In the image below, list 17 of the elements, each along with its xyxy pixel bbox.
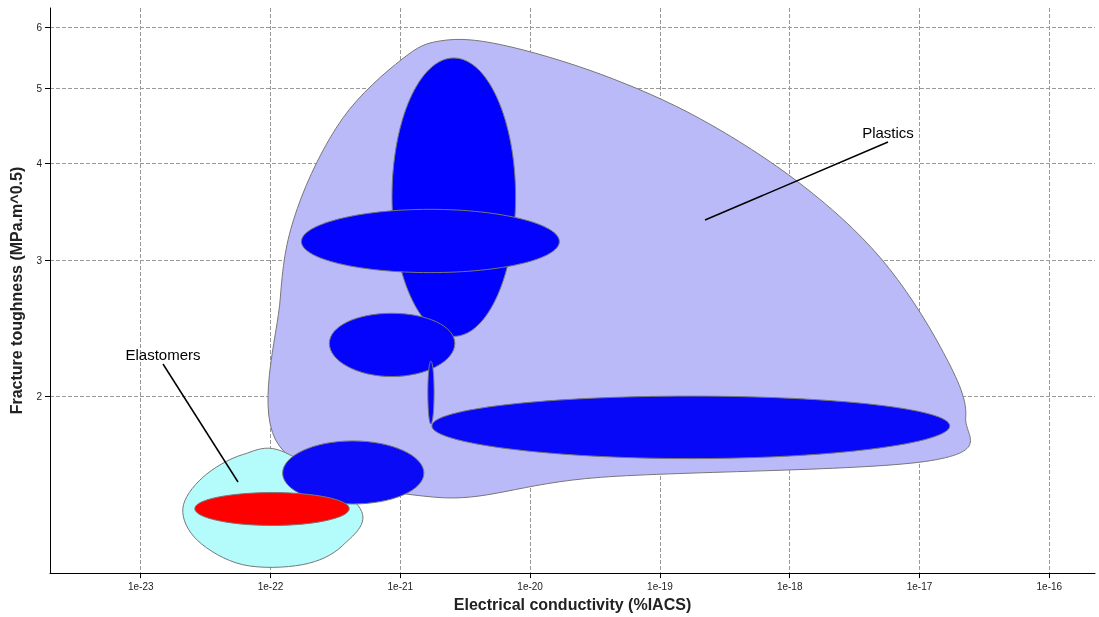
x-tick-label: 1e-17 (906, 580, 933, 592)
annotation: Plastics (862, 124, 914, 141)
x-tick-label: 1e-23 (127, 580, 154, 592)
y-tick-label: 3 (36, 254, 43, 266)
annotation: Elastomers (125, 346, 201, 363)
y-tick-label: 4 (36, 158, 43, 170)
x-tick-label: 1e-19 (647, 580, 674, 592)
x-tick-label: 1e-16 (1036, 580, 1063, 592)
x-tick-label: 1e-18 (776, 580, 803, 592)
x-tick-label: 1e-22 (257, 580, 284, 592)
y-tick-label: 5 (36, 83, 43, 95)
x-tick-label: 1e-20 (517, 580, 544, 592)
y-axis-title: Fracture toughness (MPa.m^0.5) (7, 166, 25, 415)
y-tick-label: 6 (36, 22, 43, 34)
y-tick-label: 2 (36, 390, 43, 402)
x-axis-title: Electrical conductivity (%IACS) (453, 595, 692, 613)
x-tick-label: 1e-21 (387, 580, 414, 592)
